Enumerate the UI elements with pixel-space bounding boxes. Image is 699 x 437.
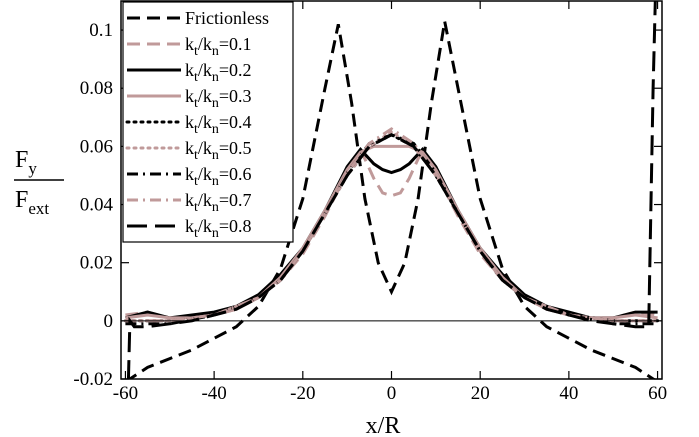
series-line-0 <box>127 21 656 379</box>
y-tick-label: 0 <box>104 311 114 332</box>
legend-label: kt/kn=0.1 <box>185 34 252 59</box>
legend-label: kt/kn=0.3 <box>185 86 252 111</box>
plot-lines <box>123 1 660 379</box>
y-axis-label-numerator: Fy <box>15 147 37 178</box>
y-tick-label: 0.08 <box>80 78 113 99</box>
y-axis-label: Fy Fext <box>14 147 64 218</box>
legend: Frictionlesskt/kn=0.1kt/kn=0.2kt/kn=0.3k… <box>122 1 294 243</box>
x-tick-label: 0 <box>387 383 397 404</box>
y-tick-label: -0.02 <box>73 369 113 390</box>
legend-label: kt/kn=0.7 <box>185 190 252 215</box>
y-tick-label: 0.02 <box>80 253 113 274</box>
x-tick-label: -40 <box>201 383 226 404</box>
legend-label: kt/kn=0.6 <box>185 164 252 189</box>
x-tick-label: -20 <box>290 383 315 404</box>
y-axis-label-denominator: Fext <box>15 187 49 218</box>
legend-label: kt/kn=0.4 <box>185 112 252 137</box>
legend-label: kt/kn=0.8 <box>185 216 252 241</box>
series-line-8 <box>126 1 657 379</box>
legend-label: kt/kn=0.2 <box>185 60 252 85</box>
x-tick-label: 20 <box>471 383 490 404</box>
x-tick-label: 40 <box>559 383 578 404</box>
y-axis-ticks: -0.02 0 0.02 0.04 0.06 0.08 0.1 <box>73 20 662 390</box>
x-tick-label: 60 <box>648 383 667 404</box>
legend-label: Frictionless <box>185 8 269 28</box>
plot-frame <box>120 0 663 380</box>
x-axis-label: x/R <box>366 413 401 437</box>
y-tick-label: 0.04 <box>80 195 114 216</box>
y-tick-label: 0.06 <box>80 136 113 157</box>
y-tick-label: 0.1 <box>89 20 113 41</box>
series-line-7 <box>125 127 658 323</box>
x-axis-ticks: -60 -40 -20 0 20 40 60 <box>113 1 667 404</box>
legend-label: kt/kn=0.5 <box>185 138 252 163</box>
x-tick-label: -60 <box>113 383 138 404</box>
